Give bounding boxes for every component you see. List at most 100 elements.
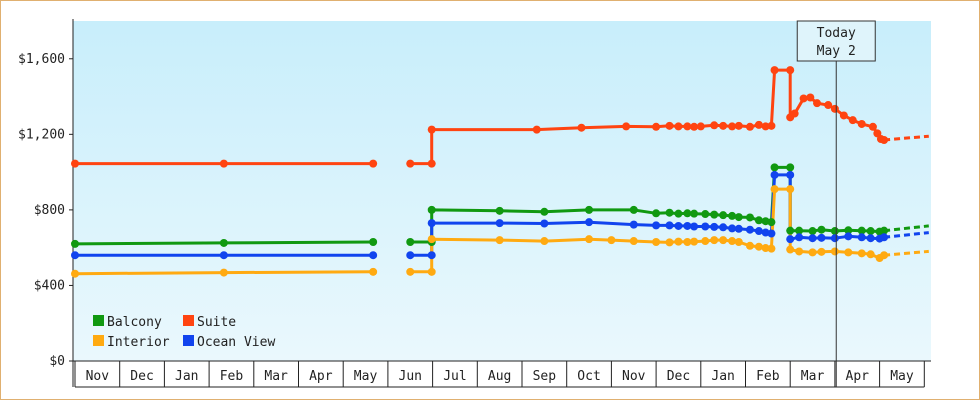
x-tick-label: Mar	[801, 369, 825, 384]
interior-point	[607, 236, 616, 245]
interior-point	[880, 251, 889, 260]
balcony-point	[652, 209, 661, 218]
interior-point	[427, 267, 436, 276]
ocean-view-point	[652, 221, 661, 230]
interior-point	[683, 238, 692, 246]
interior-point	[719, 236, 728, 245]
legend-label: Ocean View	[197, 335, 275, 350]
ocean-view-point	[690, 222, 699, 231]
plot-background	[73, 21, 931, 361]
suite-point	[683, 122, 692, 131]
interior-point	[427, 235, 436, 244]
suite-point	[868, 122, 877, 131]
ocean-view-point	[701, 222, 710, 231]
interior-point	[808, 248, 817, 257]
legend: Balcony Suite Interior Ocean View	[93, 315, 275, 350]
balcony-point	[406, 238, 415, 246]
ocean-view-point	[674, 221, 683, 230]
x-tick-label: Oct	[577, 369, 600, 384]
balcony-point	[857, 226, 866, 235]
suite-forecast-line	[883, 134, 929, 142]
x-tick-label: Dec	[667, 369, 690, 384]
ocean-view-point	[427, 219, 436, 228]
suite-point	[734, 121, 743, 130]
interior-point	[406, 267, 415, 276]
suite-point	[830, 104, 839, 113]
suite-point	[690, 122, 699, 131]
balcony-point	[786, 226, 795, 235]
y-tick-label: $0	[49, 354, 65, 369]
legend-swatch	[183, 335, 194, 346]
interior-point	[495, 236, 504, 245]
x-tick-label: Nov	[622, 369, 646, 384]
balcony-point	[665, 208, 674, 217]
ocean-view-point	[710, 222, 719, 231]
balcony-point	[830, 227, 839, 236]
suite-point	[406, 159, 415, 168]
interior-point	[770, 185, 779, 194]
ocean-view-point	[495, 219, 504, 228]
today-marker: Today May 2	[796, 20, 876, 387]
interior-point	[817, 247, 826, 256]
today-label: Today	[817, 26, 856, 41]
suite-point	[761, 122, 770, 131]
series-points	[71, 66, 889, 278]
interior-point	[745, 241, 754, 250]
interior-point	[866, 250, 875, 259]
interior-point	[71, 269, 79, 278]
interior-point	[767, 244, 776, 253]
ocean-view-point	[683, 221, 692, 230]
balcony-point	[786, 163, 795, 172]
suite-point	[427, 125, 436, 134]
interior-point	[540, 237, 549, 246]
interior-point	[857, 249, 866, 258]
legend-swatch	[93, 315, 104, 326]
ocean-view-point	[786, 235, 795, 244]
balcony-point	[844, 226, 853, 235]
x-tick-label: Dec	[130, 369, 153, 384]
balcony-point	[219, 238, 228, 247]
suite-point	[767, 121, 776, 130]
interior-point	[786, 245, 795, 254]
interior-point	[665, 238, 674, 247]
x-tick-label: Apr	[309, 369, 333, 384]
x-tick-label: Jan	[711, 369, 734, 384]
interior-point	[690, 237, 699, 246]
y-tick-label: $1,600	[18, 52, 65, 67]
balcony-point	[585, 205, 594, 214]
ocean-view-point	[786, 170, 795, 179]
balcony-point	[795, 226, 804, 235]
suite-point	[799, 94, 808, 103]
ocean-view-point	[629, 220, 638, 229]
balcony-point	[808, 227, 817, 236]
suite-point	[824, 101, 833, 110]
balcony-point	[710, 210, 719, 219]
interior-point	[786, 185, 795, 194]
ocean-view-point	[844, 232, 853, 241]
x-tick-label: Feb	[756, 369, 780, 384]
interior-point	[701, 237, 710, 246]
interior-point	[585, 235, 594, 244]
suite-point	[745, 122, 754, 131]
ocean-view-point	[767, 229, 776, 238]
balcony-point	[817, 225, 826, 234]
ocean-view-point	[770, 170, 779, 179]
suite-point	[770, 66, 779, 75]
interior-point	[734, 238, 743, 246]
ocean-view-point	[795, 233, 804, 242]
x-tick-label: Jun	[399, 369, 422, 384]
interior-point	[674, 237, 683, 246]
x-tick-label: Mar	[264, 369, 288, 384]
suite-point	[577, 123, 586, 132]
balcony-point	[728, 211, 737, 220]
suite-point	[219, 159, 228, 168]
interior-point	[629, 237, 638, 246]
x-tick-label: Sep	[533, 369, 557, 384]
interior-point	[830, 247, 839, 256]
ocean-view-point	[817, 233, 826, 242]
ocean-view-point	[857, 233, 866, 242]
balcony-point	[690, 209, 699, 218]
suite-point	[786, 66, 795, 75]
